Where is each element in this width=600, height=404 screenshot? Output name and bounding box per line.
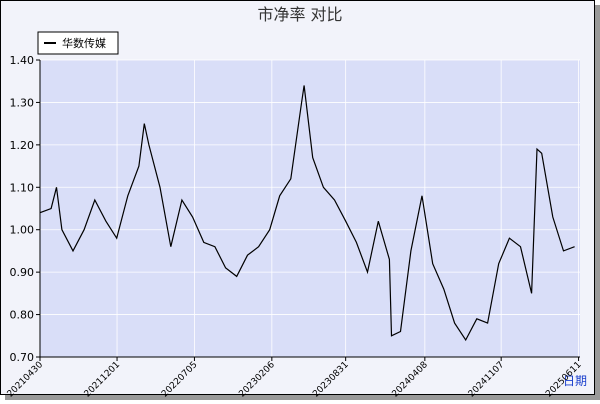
shadow bbox=[595, 5, 600, 400]
y-tick-label: 0.90 bbox=[10, 266, 35, 279]
x-axis-label: 日期 bbox=[563, 374, 587, 388]
y-tick-label: 0.70 bbox=[10, 351, 35, 364]
y-tick-label: 1.40 bbox=[10, 54, 35, 67]
chart-title: 市净率 对比 bbox=[257, 5, 342, 24]
y-tick-label: 1.10 bbox=[10, 181, 35, 194]
legend bbox=[37, 31, 119, 55]
legend-label: 华数传媒 bbox=[62, 36, 106, 50]
y-tick-label: 0.80 bbox=[10, 309, 35, 322]
y-tick-label: 1.30 bbox=[10, 96, 35, 109]
plot-area bbox=[40, 60, 580, 357]
shadow bbox=[5, 395, 600, 400]
line bbox=[39, 85, 575, 342]
y-tick-label: 1.00 bbox=[10, 224, 35, 237]
y-tick-label: 1.20 bbox=[10, 139, 35, 152]
